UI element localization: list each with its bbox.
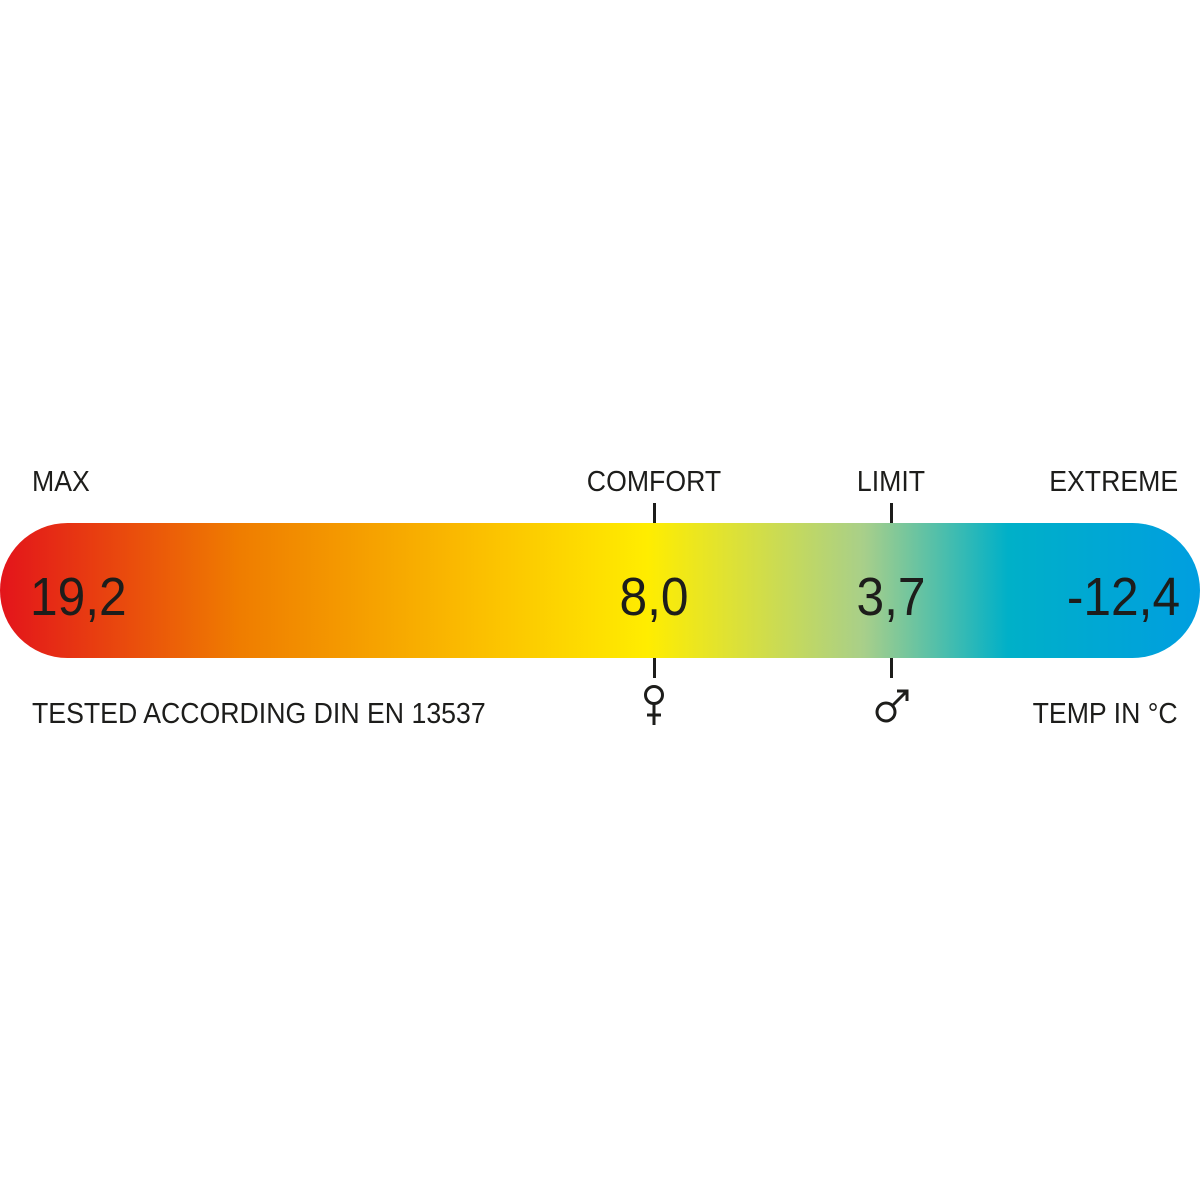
extreme-value: -12,4 [1066,567,1180,627]
comfort-value: 8,0 [619,567,689,627]
comfort-tick-top [653,503,656,523]
comfort-tick-bottom [653,658,656,678]
limit-label: LIMIT [856,466,926,498]
female-symbol-icon [644,685,664,725]
temperature-unit-note: TEMP IN °C [1032,698,1178,730]
comfort-label: COMFORT [586,466,722,498]
limit-value: 3,7 [856,567,926,627]
extreme-label: EXTREME [1049,466,1178,498]
limit-tick-top [890,503,893,523]
max-label: MAX [32,466,90,498]
limit-tick-bottom [890,658,893,678]
test-standard-note: TESTED ACCORDING DIN EN 13537 [32,698,486,730]
male-symbol-icon [875,689,909,723]
max-value: 19,2 [30,567,127,627]
temperature-gradient-bar [0,523,1200,658]
